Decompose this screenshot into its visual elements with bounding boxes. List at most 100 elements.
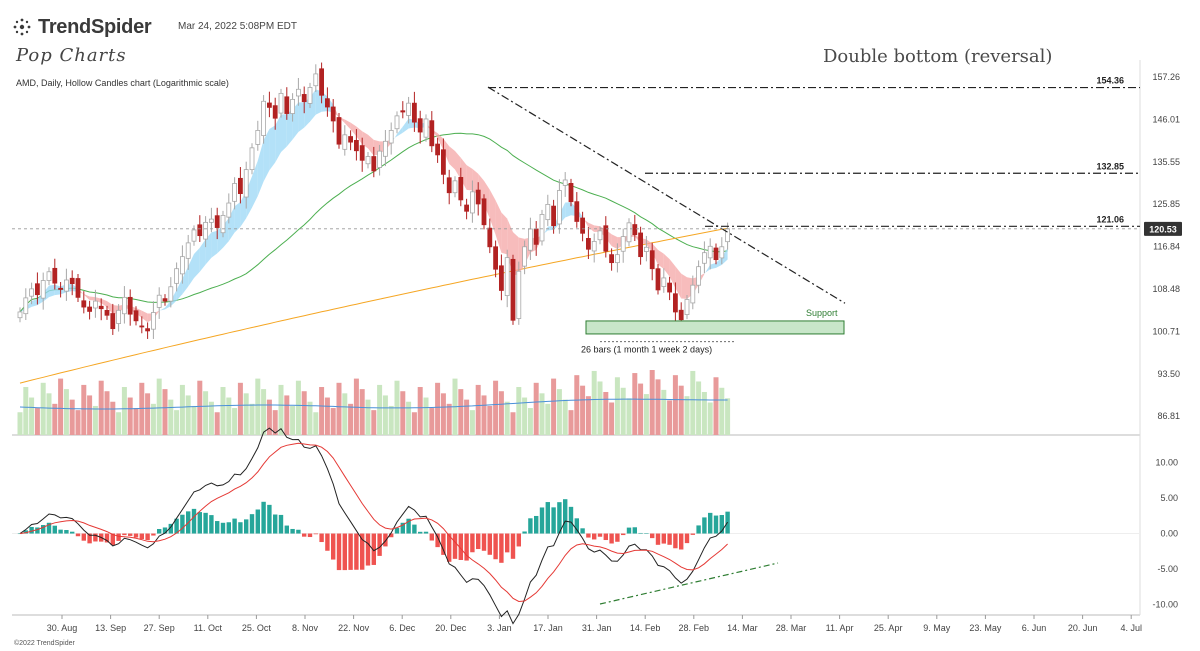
ribbon-segment	[89, 296, 96, 301]
signal-line	[19, 442, 728, 603]
y-tick-label: 125.85	[1152, 199, 1180, 209]
candle-body	[301, 94, 307, 103]
macd-histogram-bar	[70, 531, 75, 534]
candle-body	[272, 105, 278, 119]
candle-body	[290, 98, 296, 114]
macd-histogram-bar	[261, 501, 266, 534]
volume-bar	[684, 396, 690, 435]
volume-bar	[324, 397, 330, 435]
trendspider-logo-icon	[13, 18, 31, 36]
candle-body	[452, 180, 458, 194]
macd-histogram-bar	[679, 533, 684, 550]
ribbon-segment	[165, 300, 171, 310]
candle-body	[574, 201, 580, 222]
candle-body	[498, 265, 504, 291]
volume-bar	[162, 389, 168, 435]
macd-histogram-bar	[87, 533, 92, 544]
candle-body	[69, 277, 75, 285]
ribbon-segment	[611, 234, 618, 249]
macd-histogram-bar	[580, 528, 585, 534]
macd-histogram-bar	[23, 530, 28, 534]
macd-histogram-bar	[313, 533, 318, 535]
volume-bar	[255, 378, 261, 435]
ribbon-segment	[495, 200, 502, 253]
macd-histogram-bar	[713, 515, 719, 534]
macd-histogram-bar	[539, 507, 545, 534]
candle-body	[40, 280, 46, 299]
macd-histogram-bar	[58, 529, 63, 534]
volume-bar	[377, 384, 383, 435]
candle-body	[417, 118, 423, 133]
candle-body	[615, 254, 620, 264]
candle-body	[255, 130, 261, 145]
candle-body	[226, 202, 232, 218]
macd-histogram-bar	[586, 533, 591, 538]
candle-body	[702, 252, 707, 264]
macd-histogram-bar	[435, 533, 440, 548]
ribbon-segment	[658, 249, 664, 270]
volume-bar	[319, 387, 325, 435]
candle-body	[23, 297, 29, 315]
macd-histogram-bar	[603, 533, 608, 541]
candle-body	[52, 267, 58, 284]
volume-bar	[545, 403, 551, 435]
volume-bar	[562, 399, 568, 435]
macd-histogram-bar	[41, 525, 46, 534]
volume-bar	[614, 377, 620, 435]
ma-orange-line	[19, 227, 728, 384]
macd-histogram-bar	[75, 533, 81, 537]
volume-bar	[429, 408, 435, 435]
macd-histogram-bar	[696, 525, 701, 534]
volume-bar	[23, 387, 29, 435]
candle-body	[707, 245, 713, 259]
volume-bar	[527, 408, 533, 435]
macd-histogram-bar	[597, 533, 603, 537]
volume-bar	[272, 410, 278, 435]
ribbon-segment	[182, 266, 189, 295]
ribbon-segment	[565, 202, 571, 218]
x-tick-label: 23. May	[969, 623, 1002, 633]
volume-bar	[667, 400, 673, 435]
timestamp: Mar 24, 2022 5:08PM EDT	[178, 21, 297, 32]
ribbon-segment	[54, 284, 61, 296]
macd-tick-label: -5.00	[1157, 564, 1178, 574]
macd-histogram-bar	[220, 522, 226, 534]
candle-body	[394, 115, 400, 130]
candle-body	[58, 287, 63, 290]
ribbon-segment	[101, 298, 107, 308]
macd-histogram-bar	[17, 533, 23, 535]
candle-body	[690, 284, 696, 304]
macd-histogram-bar	[464, 533, 469, 561]
volume-bar	[127, 397, 133, 435]
macd-histogram-bar	[574, 518, 579, 534]
macd-histogram-bar	[244, 519, 249, 534]
volume-bar	[110, 401, 116, 435]
volume-bar	[243, 393, 249, 435]
volume-bar	[284, 395, 290, 435]
volume-bar	[707, 402, 713, 435]
volume-bar	[185, 395, 191, 435]
macd-histogram-bar	[412, 524, 417, 534]
candle-body	[487, 227, 493, 248]
candle-body	[388, 130, 394, 144]
ribbon-segment	[269, 125, 276, 171]
volume-bar	[551, 378, 557, 435]
volume-bar	[672, 375, 678, 435]
bullish-divergence-line	[599, 562, 779, 605]
macd-histogram-bar	[133, 533, 139, 538]
candle-body	[93, 300, 98, 309]
macd-histogram-bar	[406, 518, 411, 534]
volume-bar	[232, 408, 238, 435]
macd-histogram-bar	[661, 533, 666, 544]
candle-body	[220, 214, 226, 234]
ribbon-segment	[281, 114, 287, 153]
volume-bar	[481, 395, 487, 435]
macd-histogram-bar	[360, 533, 365, 570]
macd-histogram-bar	[325, 533, 330, 551]
macd-histogram-bar	[551, 507, 556, 534]
x-tick-label: 14. Feb	[630, 623, 661, 633]
candle-body	[533, 228, 539, 245]
macd-histogram-bar	[545, 502, 550, 534]
ribbon-segment	[594, 225, 600, 232]
